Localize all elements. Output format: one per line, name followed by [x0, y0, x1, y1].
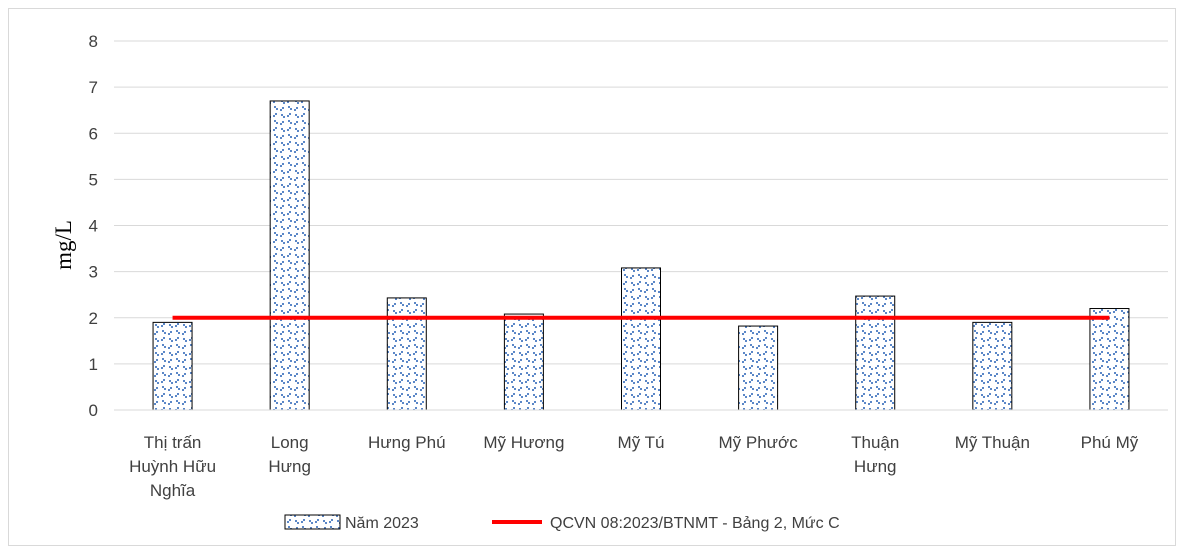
x-tick-label: Thuận Hưng [851, 433, 899, 476]
legend-swatch-bars [284, 514, 341, 530]
y-axis-label: mg/L [51, 220, 76, 270]
bar [152, 321, 193, 411]
x-tick-label: Mỹ Tú [618, 433, 665, 452]
bar [503, 313, 544, 411]
y-tick-label: 2 [89, 309, 98, 328]
bar [972, 321, 1013, 411]
x-tick-label: Long Hưng [268, 433, 311, 476]
legend-label-line: QCVN 08:2023/BTNMT - Bảng 2, Mức C [550, 515, 840, 532]
x-tick-label: Mỹ Hương [483, 433, 564, 452]
y-tick-label: 7 [89, 78, 98, 97]
y-tick-label: 6 [89, 124, 98, 143]
legend: Năm 2023 QCVN 08:2023/BTNMT - Bảng 2, Mứ… [284, 514, 840, 532]
x-tick-label: Mỹ Phước [719, 433, 799, 452]
x-tick-label: Thị trấn Huỳnh Hữu Nghĩa [129, 433, 216, 500]
y-tick-label: 5 [89, 170, 98, 189]
bar [1089, 308, 1130, 411]
chart-frame [8, 8, 1176, 546]
x-tick-label: Hưng Phú [368, 433, 446, 452]
bar [738, 325, 779, 411]
bar [621, 267, 661, 411]
bar [855, 295, 896, 411]
x-tick-label: Phú Mỹ [1081, 433, 1139, 452]
y-tick-label: 4 [89, 217, 98, 236]
legend-label-bars: Năm 2023 [345, 515, 419, 532]
bar [269, 100, 310, 411]
y-tick-label: 0 [89, 401, 98, 420]
x-axis-categories: Thị trấn Huỳnh Hữu Nghĩa Long Hưng Hưng Phú Mỹ… [129, 433, 1139, 500]
y-axis-ticks: 0 1 2 3 4 5 6 7 8 [89, 32, 98, 420]
y-tick-label: 8 [89, 32, 98, 51]
y-tick-label: 3 [89, 263, 98, 282]
bars [152, 100, 1130, 411]
x-tick-label: Mỹ Thuận [955, 433, 1030, 452]
bar [386, 297, 427, 411]
y-tick-label: 1 [89, 355, 98, 374]
